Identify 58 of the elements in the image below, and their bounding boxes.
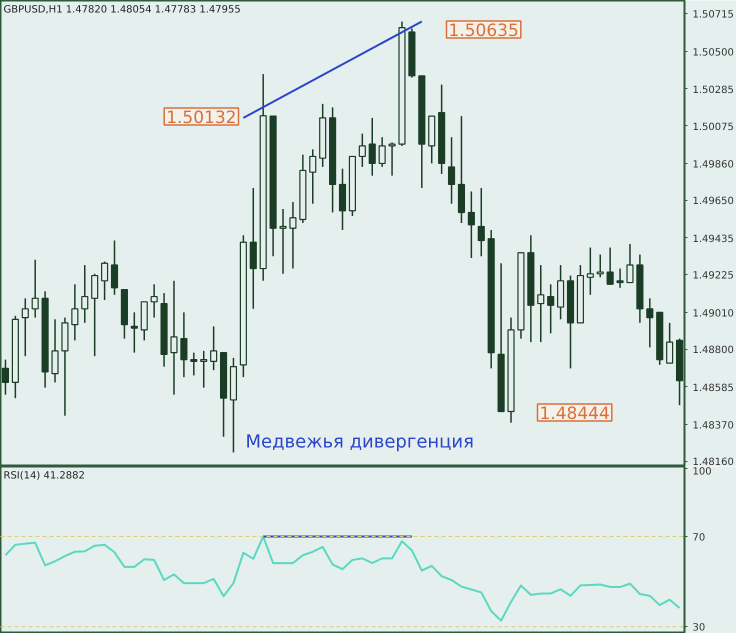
candlestick [358,132,366,168]
annotation: Медвежья дивергенция [246,432,474,452]
candlestick [170,280,178,396]
y-tick-label: 1.50285 [692,84,734,96]
y-tick-label: 1.48160 [692,457,734,468]
candlestick [51,318,59,384]
candlestick [91,273,98,357]
candlestick [2,358,10,396]
y-tick-label: 100 [692,466,712,478]
candlestick [626,243,634,284]
candlestick [32,259,39,318]
annotation: 1.48444 [540,404,610,424]
candlestick [616,268,624,289]
y-tick-label: 70 [692,532,706,544]
y-tick-label: 1.49650 [692,196,734,208]
y-tick-label: 1.48585 [692,382,734,394]
candlestick [190,352,198,376]
candlestick [180,312,188,378]
candlestick [378,136,386,168]
y-tick-label: 1.48370 [692,420,734,432]
y-tick-label: 1.49010 [692,308,734,320]
candlestick [478,187,485,258]
candlestick [150,284,158,318]
candlestick [646,298,654,348]
candlestick [606,246,614,286]
candlestick [110,240,118,296]
candlestick [101,260,108,301]
candlestick [468,190,475,259]
chart-title: RSI(14) 41.2882 [4,470,85,482]
candlestick [586,246,594,296]
candlestick [289,201,297,270]
candlestick [388,142,396,176]
candlestick [210,326,218,371]
candlestick [22,298,29,357]
candlestick [130,312,138,354]
candlestick [666,322,674,364]
candlestick [368,117,376,176]
y-tick-label: 1.50500 [692,47,734,58]
candlestick [448,136,456,204]
candlestick [71,284,78,342]
y-tick-label: 1.50715 [692,10,734,21]
candlestick [309,148,316,204]
y-tick-label: 1.50075 [692,122,734,133]
y-tick-label: 1.49860 [692,159,734,170]
candlestick [537,264,544,343]
line-series [4,535,681,622]
y-tick-label: 1.49435 [692,234,734,245]
candlestick [547,284,554,334]
candlestick [279,208,287,275]
candlestick [81,264,88,324]
chart-title: GBPUSD,H1 1.47820 1.48054 1.47783 1.47955 [4,4,241,16]
annotation: 1.50132 [166,108,237,128]
candlestick [596,254,604,278]
annotation: 1.50635 [448,21,519,41]
y-tick-label: 30 [692,622,706,633]
y-tick-label: 1.48800 [692,345,734,356]
y-tick-label: 1.49225 [692,270,734,282]
candlestick [200,350,208,388]
